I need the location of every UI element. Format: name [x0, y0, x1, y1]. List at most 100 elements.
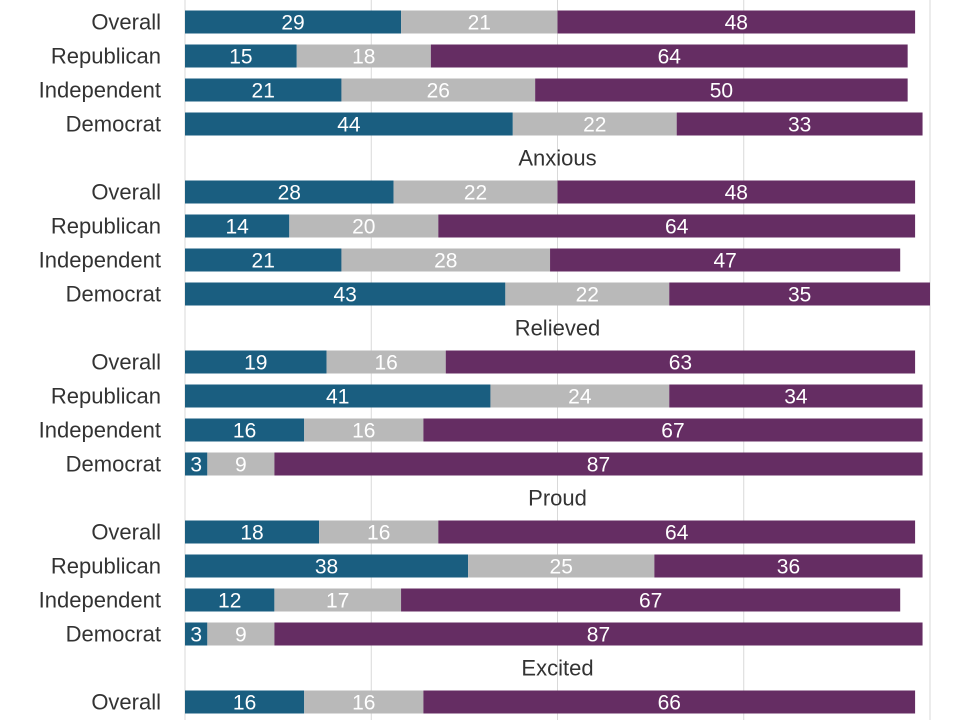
data-label: 15 [229, 46, 252, 69]
data-label: 22 [464, 182, 487, 205]
data-label: 16 [352, 692, 375, 715]
group-title: Excited [521, 656, 593, 681]
row-label: Independent [39, 418, 161, 443]
row-label: Overall [91, 180, 161, 205]
bar-segment [185, 282, 506, 306]
bar-segment [669, 282, 930, 306]
data-label: 87 [587, 454, 610, 477]
data-label: 21 [468, 12, 491, 35]
bar-segment [393, 180, 558, 204]
data-label: 22 [576, 284, 599, 307]
data-label: 21 [252, 250, 275, 273]
data-label: 9 [235, 624, 247, 647]
data-label: 25 [550, 556, 573, 579]
data-label: 16 [233, 420, 256, 443]
bar-groups: Overall 29 21 48 Republican 15 18 64 Independent… [39, 10, 930, 715]
bar-group: Relieved Overall 19 16 63 Republican 41 24 34 Ind… [39, 316, 923, 477]
data-label: 36 [777, 556, 800, 579]
bar-segment [423, 418, 923, 442]
bar-segment [490, 384, 670, 408]
bar-segment [185, 520, 320, 544]
data-label: 3 [190, 454, 202, 477]
bar-segment [185, 214, 290, 238]
bar-segment [512, 112, 677, 136]
bar-group: Proud Overall 18 16 64 Republican 38 25 36 Indepe… [39, 486, 923, 647]
bar-row: Overall 19 16 63 [91, 350, 916, 375]
bar-group: Anxious Overall 28 22 48 Republican 14 20 64 Inde… [39, 146, 930, 307]
bar-segment [185, 10, 402, 34]
bar-segment [669, 384, 923, 408]
bar-segment [274, 588, 402, 612]
data-label: 66 [658, 692, 681, 715]
bar-segment [654, 554, 923, 578]
bar-segment [304, 418, 424, 442]
data-label: 9 [235, 454, 247, 477]
bar-segment [274, 622, 923, 646]
data-label: 64 [665, 522, 689, 545]
bar-segment [185, 78, 342, 102]
data-label: 47 [713, 250, 736, 273]
row-label: Overall [91, 690, 161, 715]
bar-segment [423, 690, 916, 714]
bar-segment [185, 554, 469, 578]
bar-segment [430, 44, 908, 68]
bar-row: Overall 28 22 48 [91, 180, 916, 205]
row-label: Republican [51, 554, 161, 579]
data-label: 22 [583, 114, 606, 137]
group-title: Proud [528, 486, 587, 511]
bar-segment [557, 10, 916, 34]
bar-row: Independent 21 26 50 [39, 78, 908, 103]
data-label: 16 [352, 420, 375, 443]
bar-segment [438, 520, 916, 544]
bar-segment [401, 588, 901, 612]
bar-row: Overall 18 16 64 [91, 520, 916, 545]
bar-segment [304, 690, 424, 714]
data-label: 43 [333, 284, 356, 307]
bar-row: Independent 16 16 67 [39, 418, 923, 443]
bar-row: Independent 12 17 67 [39, 588, 901, 613]
row-label: Republican [51, 384, 161, 409]
data-label: 67 [661, 420, 684, 443]
data-label: 87 [587, 624, 610, 647]
row-label: Democrat [66, 622, 161, 647]
row-label: Republican [51, 44, 161, 69]
data-label: 67 [639, 590, 662, 613]
bar-segment [289, 214, 439, 238]
data-label: 16 [374, 352, 397, 375]
bar-segment [185, 384, 491, 408]
group-title: Anxious [518, 146, 596, 171]
data-label: 34 [784, 386, 808, 409]
bar-segment [438, 214, 916, 238]
bar-row: Overall 29 21 48 [91, 10, 916, 35]
data-label: 17 [326, 590, 349, 613]
bar-segment [185, 248, 342, 272]
data-label: 16 [233, 692, 256, 715]
data-label: 18 [352, 46, 375, 69]
row-label: Democrat [66, 282, 161, 307]
data-label: 64 [658, 46, 682, 69]
bar-group: Excited Overall 16 16 66 [91, 656, 916, 715]
row-label: Overall [91, 350, 161, 375]
bar-segment [185, 44, 297, 68]
data-label: 29 [281, 12, 304, 35]
data-label: 44 [337, 114, 361, 137]
data-label: 35 [788, 284, 811, 307]
bar-segment [185, 180, 394, 204]
bar-segment [185, 350, 327, 374]
data-label: 12 [218, 590, 241, 613]
bar-row: Democrat 3 9 87 [66, 452, 923, 477]
data-label: 24 [568, 386, 592, 409]
data-label: 50 [710, 80, 733, 103]
data-label: 18 [240, 522, 263, 545]
data-label: 28 [434, 250, 457, 273]
data-label: 63 [669, 352, 692, 375]
bar-segment [185, 452, 208, 476]
bar-segment [274, 452, 923, 476]
row-label: Overall [91, 10, 161, 35]
row-label: Republican [51, 214, 161, 239]
bar-segment [676, 112, 923, 136]
data-label: 20 [352, 216, 375, 239]
bar-segment [326, 350, 446, 374]
row-label: Independent [39, 248, 161, 273]
